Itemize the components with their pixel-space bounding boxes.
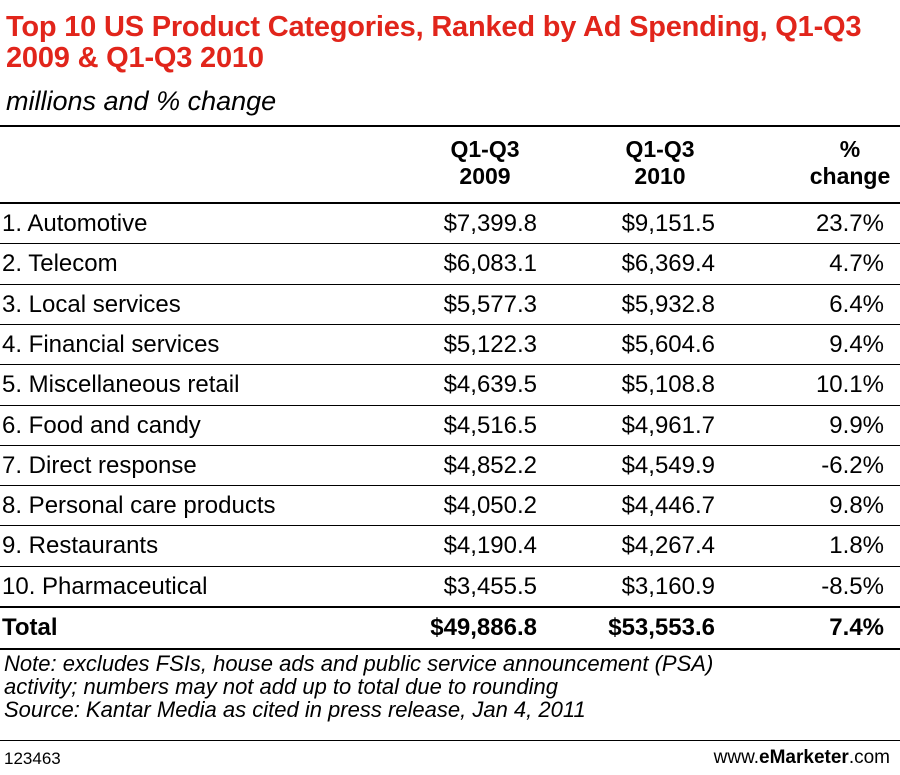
row-change: -6.2%: [821, 452, 884, 479]
row-divider: [0, 566, 900, 567]
row-q2009: $4,639.5: [443, 371, 537, 398]
column-header-q2009-line1: Q1-Q3: [450, 136, 520, 162]
row-category: 9. Restaurants: [2, 532, 159, 559]
table-row: 3. Local services $5,577.3 $5,932.8 6.4%: [0, 284, 900, 324]
row-change: 23.7%: [815, 210, 884, 237]
row-change: 1.8%: [829, 532, 884, 559]
row-category: 5. Miscellaneous retail: [2, 371, 240, 398]
row-q2010: $4,267.4: [621, 532, 715, 559]
footer-rule: [0, 740, 900, 741]
brand-link[interactable]: www.eMarketer.com: [714, 747, 890, 769]
column-header-q2009-line2: 2009: [459, 163, 511, 189]
row-change: -8.5%: [821, 573, 884, 600]
row-q2010: $5,932.8: [621, 291, 715, 318]
header-rule: [0, 202, 900, 204]
table-row: 9. Restaurants $4,190.4 $4,267.4 1.8%: [0, 525, 900, 565]
row-divider: [0, 445, 900, 446]
row-q2009: $6,083.1: [443, 250, 537, 277]
row-divider: [0, 324, 900, 325]
row-change: 9.4%: [829, 331, 884, 358]
column-header-q2010-line2: 2010: [634, 163, 686, 189]
row-change: 10.1%: [815, 371, 884, 398]
column-header-q2010-line1: Q1-Q3: [625, 136, 695, 162]
row-q2010: $4,446.7: [621, 492, 715, 519]
row-divider: [0, 284, 900, 285]
row-divider: [0, 525, 900, 526]
row-q2010: $6,369.4: [621, 250, 715, 277]
top-rule: [0, 125, 900, 127]
footnote: Note: excludes FSIs, house ads and publi…: [4, 652, 713, 721]
source-line: Source: Kantar Media as cited in press r…: [4, 697, 586, 722]
table-row: 10. Pharmaceutical $3,455.5 $3,160.9 -8.5%: [0, 566, 900, 606]
total-q2010: $53,553.6: [608, 614, 715, 641]
table-row: 8. Personal care products $4,050.2 $4,446.…: [0, 485, 900, 525]
row-change: 9.8%: [829, 492, 884, 519]
table-row: 5. Miscellaneous retail $4,639.5 $5,108.8 1…: [0, 364, 900, 404]
total-label: Total: [2, 614, 58, 641]
row-q2009: $7,399.8: [443, 210, 537, 237]
row-change: 9.9%: [829, 412, 884, 439]
row-divider: [0, 485, 900, 486]
note-line-2: activity; numbers may not add up to tota…: [4, 674, 558, 699]
brand-name: eMarketer: [759, 747, 849, 768]
row-q2009: $5,577.3: [443, 291, 537, 318]
row-q2009: $4,050.2: [443, 492, 537, 519]
note-rule: [0, 648, 900, 650]
row-q2010: $4,549.9: [621, 452, 715, 479]
row-category: 7. Direct response: [2, 452, 197, 479]
row-category: 2. Telecom: [2, 250, 118, 277]
table-row-total: Total $49,886.8 $53,553.6 7.4%: [0, 607, 900, 647]
row-q2009: $4,852.2: [443, 452, 537, 479]
column-header-q2009: Q1-Q3 2009: [410, 136, 560, 190]
column-header-change-line2: change: [809, 163, 891, 189]
row-category: 3. Local services: [2, 291, 181, 318]
column-header-change: % change: [780, 136, 900, 190]
chart-subtitle: millions and % change: [6, 86, 277, 116]
chart-title: Top 10 US Product Categories, Ranked by …: [6, 11, 862, 74]
row-q2009: $4,190.4: [443, 532, 537, 559]
row-q2010: $5,604.6: [621, 331, 715, 358]
row-change: 4.7%: [829, 250, 884, 277]
row-divider: [0, 405, 900, 406]
row-q2010: $4,961.7: [621, 412, 715, 439]
note-line-1: Note: excludes FSIs, house ads and publi…: [4, 651, 714, 676]
row-q2010: $9,151.5: [621, 210, 715, 237]
total-q2009: $49,886.8: [430, 614, 537, 641]
row-category: 6. Food and candy: [2, 412, 201, 439]
row-q2010: $5,108.8: [621, 371, 715, 398]
row-q2009: $5,122.3: [443, 331, 537, 358]
table-row: 6. Food and candy $4,516.5 $4,961.7 9.9%: [0, 405, 900, 445]
row-category: 10. Pharmaceutical: [2, 573, 208, 600]
chart-id: 123463: [4, 749, 61, 768]
row-category: 8. Personal care products: [2, 492, 276, 519]
row-change: 6.4%: [829, 291, 884, 318]
row-q2009: $4,516.5: [443, 412, 537, 439]
row-q2010: $3,160.9: [621, 573, 715, 600]
column-header-q2010: Q1-Q3 2010: [585, 136, 735, 190]
row-q2009: $3,455.5: [443, 573, 537, 600]
table-row: 4. Financial services $5,122.3 $5,604.6 9.4…: [0, 324, 900, 364]
total-rule: [0, 606, 900, 608]
row-divider: [0, 364, 900, 365]
table-row: 2. Telecom $6,083.1 $6,369.4 4.7%: [0, 243, 900, 283]
row-category: 1. Automotive: [2, 210, 148, 237]
row-category: 4. Financial services: [2, 331, 220, 358]
total-change: 7.4%: [829, 614, 884, 641]
table-row: 1. Automotive $7,399.8 $9,151.5 23.7%: [0, 203, 900, 243]
brand-suffix: .com: [848, 747, 890, 768]
brand-prefix: www.: [713, 747, 760, 768]
column-header-change-line1: %: [839, 136, 861, 162]
row-divider: [0, 243, 900, 244]
table-row: 7. Direct response $4,852.2 $4,549.9 -6.2%: [0, 445, 900, 485]
